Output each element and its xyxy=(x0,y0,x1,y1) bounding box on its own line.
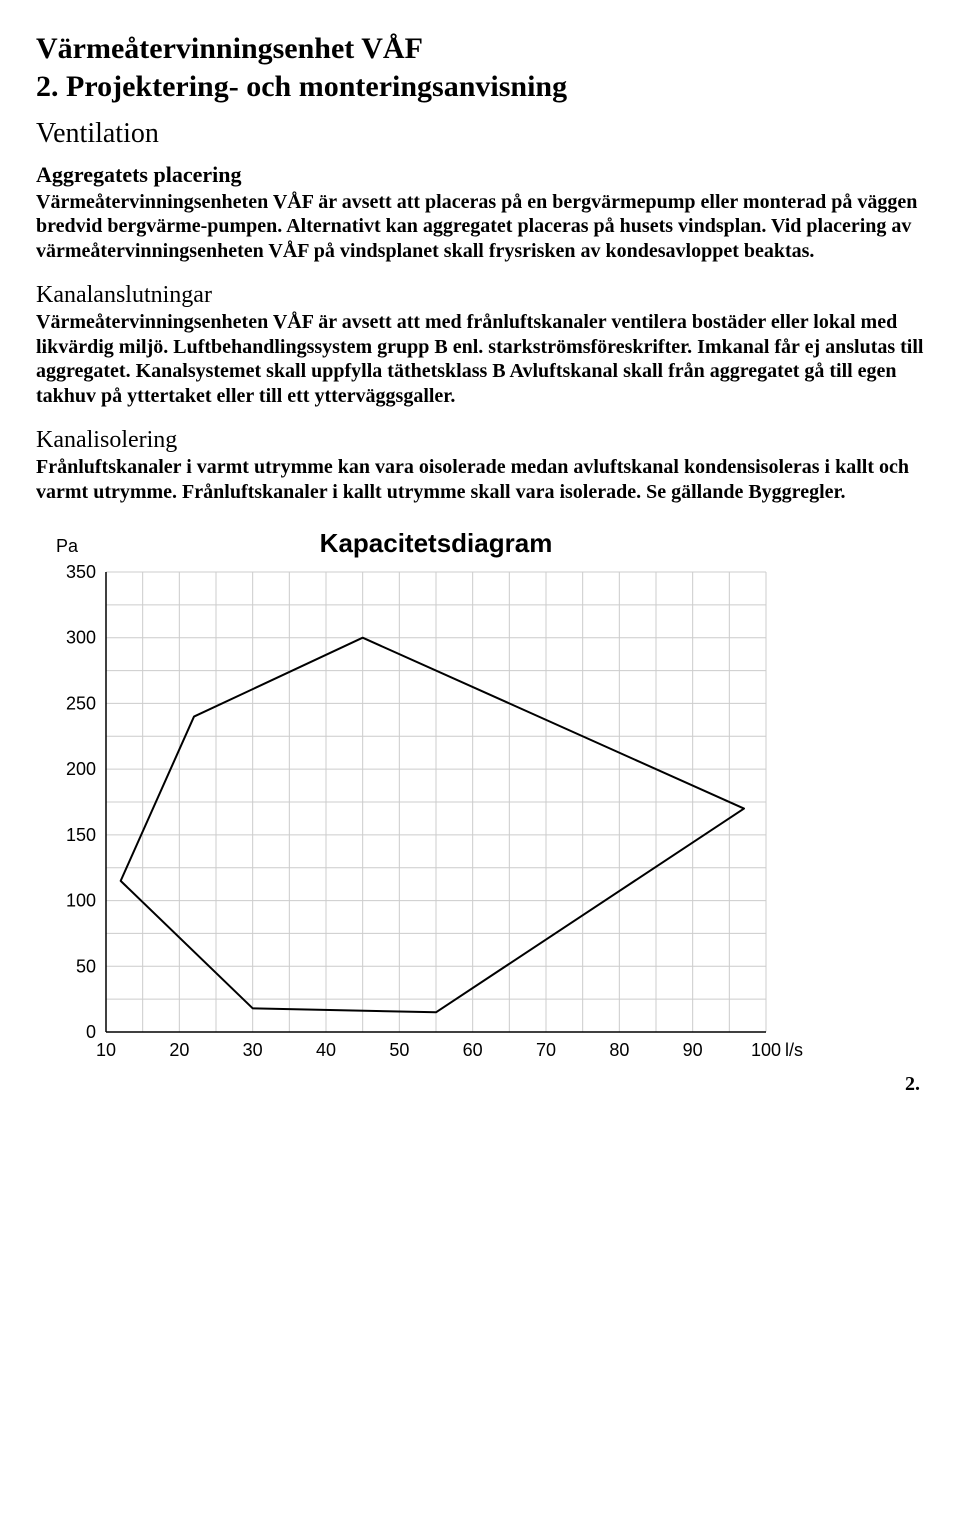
svg-text:60: 60 xyxy=(463,1040,483,1060)
svg-text:50: 50 xyxy=(76,956,96,976)
paragraph-kanalisolering: Kanalisolering Frånluftskanaler i varmt … xyxy=(36,426,924,504)
heading-kanalisolering: Kanalisolering xyxy=(36,427,177,453)
svg-text:0: 0 xyxy=(86,1022,96,1042)
svg-text:300: 300 xyxy=(66,628,96,648)
heading-ventilation: Ventilation xyxy=(36,118,924,150)
svg-text:20: 20 xyxy=(169,1040,189,1060)
svg-text:80: 80 xyxy=(609,1040,629,1060)
paragraph-kanalanslutningar: Kanalanslutningar Värmeåtervinningsenhet… xyxy=(36,281,924,408)
heading-aggregat-placering: Aggregatets placering xyxy=(36,162,924,188)
svg-text:10: 10 xyxy=(96,1040,116,1060)
svg-text:Kapacitetsdiagram: Kapacitetsdiagram xyxy=(320,528,553,558)
page-number: 2. xyxy=(36,1073,924,1096)
svg-text:350: 350 xyxy=(66,562,96,582)
capacity-chart: Kapacitetsdiagram Pa 0 50 100 150 200 250 300 350… xyxy=(36,522,924,1067)
svg-text:70: 70 xyxy=(536,1040,556,1060)
capacity-chart-svg: Kapacitetsdiagram Pa 0 50 100 150 200 250 300 350… xyxy=(36,522,816,1062)
svg-text:100: 100 xyxy=(66,891,96,911)
svg-text:l/s: l/s xyxy=(785,1040,803,1060)
svg-text:40: 40 xyxy=(316,1040,336,1060)
svg-text:Pa: Pa xyxy=(56,536,79,556)
svg-text:100: 100 xyxy=(751,1040,781,1060)
section-heading: 2. Projektering- och monteringsanvisning xyxy=(36,70,924,104)
svg-text:250: 250 xyxy=(66,693,96,713)
paragraph-aggregat-placering: Värmeåtervinningsenheten VÅF är avsett a… xyxy=(36,190,924,263)
svg-text:90: 90 xyxy=(683,1040,703,1060)
svg-text:150: 150 xyxy=(66,825,96,845)
svg-text:50: 50 xyxy=(389,1040,409,1060)
text-kanalisolering: Frånluftskanaler i varmt utrymme kan var… xyxy=(36,456,909,502)
text-kanalanslutningar: Värmeåtervinningsenheten VÅF är avsett a… xyxy=(36,311,923,406)
doc-title: Värmeåtervinningsenhet VÅF xyxy=(36,32,924,66)
svg-text:30: 30 xyxy=(243,1040,263,1060)
heading-kanalanslutningar: Kanalanslutningar xyxy=(36,282,212,308)
svg-text:200: 200 xyxy=(66,759,96,779)
